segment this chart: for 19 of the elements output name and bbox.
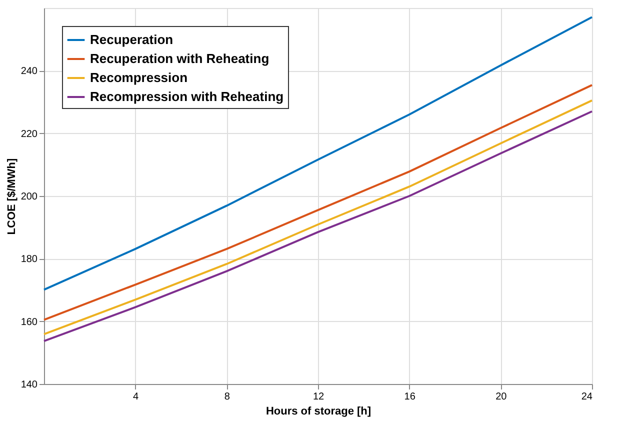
y-tick-label: 140 [20,380,38,390]
x-tick-label: 4 [133,392,140,402]
legend-label: Recompression with Reheating [90,89,284,104]
y-tick-label: 220 [20,128,38,140]
x-tick-label: 20 [496,392,508,402]
legend-label: Recuperation with Reheating [90,51,270,66]
legend-label: Recuperation [90,32,174,47]
y-axis-title: LCOE [$/MWh] [6,158,18,235]
y-tick-label: 240 [20,66,38,78]
x-tick-label: 16 [404,392,416,402]
x-tick-label: 8 [224,392,230,402]
y-tick-label: 180 [20,254,38,266]
line-series [43,16,593,291]
x-axis-title: Hours of storage [h] [266,406,372,418]
y-tick-label: 160 [20,316,38,328]
x-tick-label: 12 [312,392,324,402]
y-tick-label: 200 [20,192,38,202]
legend-label: Recompression [90,70,188,85]
x-tick-label: 24 [581,392,593,402]
